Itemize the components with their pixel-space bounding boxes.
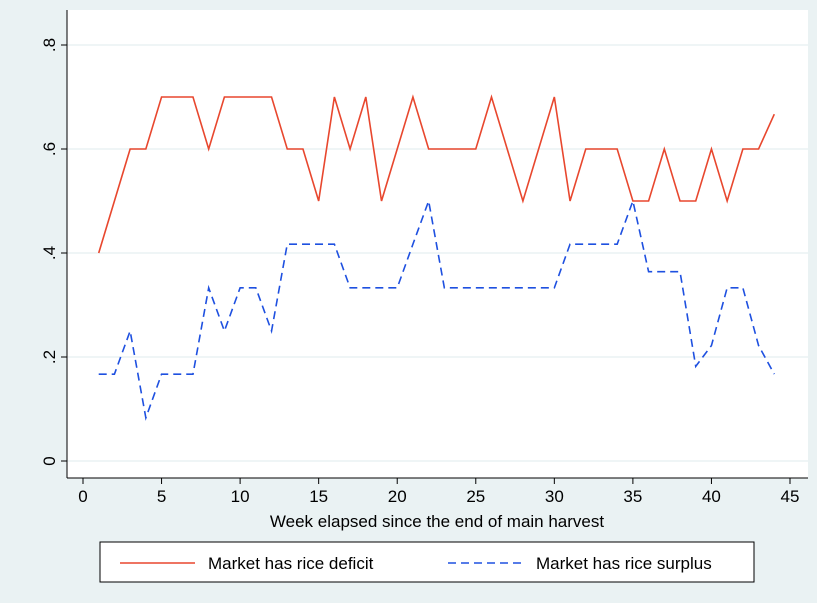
x-tick-label: 45 [781, 487, 800, 506]
x-tick-label: 5 [157, 487, 166, 506]
x-tick-label: 25 [466, 487, 485, 506]
x-tick-label: 40 [702, 487, 721, 506]
plot-area [67, 10, 808, 478]
x-tick-label: 20 [388, 487, 407, 506]
y-tick-label: .8 [40, 38, 59, 52]
x-tick-label: 10 [231, 487, 250, 506]
series-line [98, 197, 775, 421]
x-tick-label: 0 [78, 487, 87, 506]
y-tick-label: .6 [40, 142, 59, 156]
legend [99, 541, 755, 583]
y-tick-label: .2 [40, 350, 59, 364]
x-axis-title: Week elapsed since the end of main harve… [270, 512, 604, 531]
x-tick-label: 15 [309, 487, 328, 506]
legend-label: Market has rice surplus [536, 554, 712, 573]
series-line [97, 94, 776, 254]
y-tick-label: .4 [40, 246, 59, 260]
x-tick-label: 35 [623, 487, 642, 506]
legend-label: Market has rice deficit [208, 554, 374, 573]
y-tick-label: 0 [40, 456, 59, 465]
x-tick-label: 30 [545, 487, 564, 506]
